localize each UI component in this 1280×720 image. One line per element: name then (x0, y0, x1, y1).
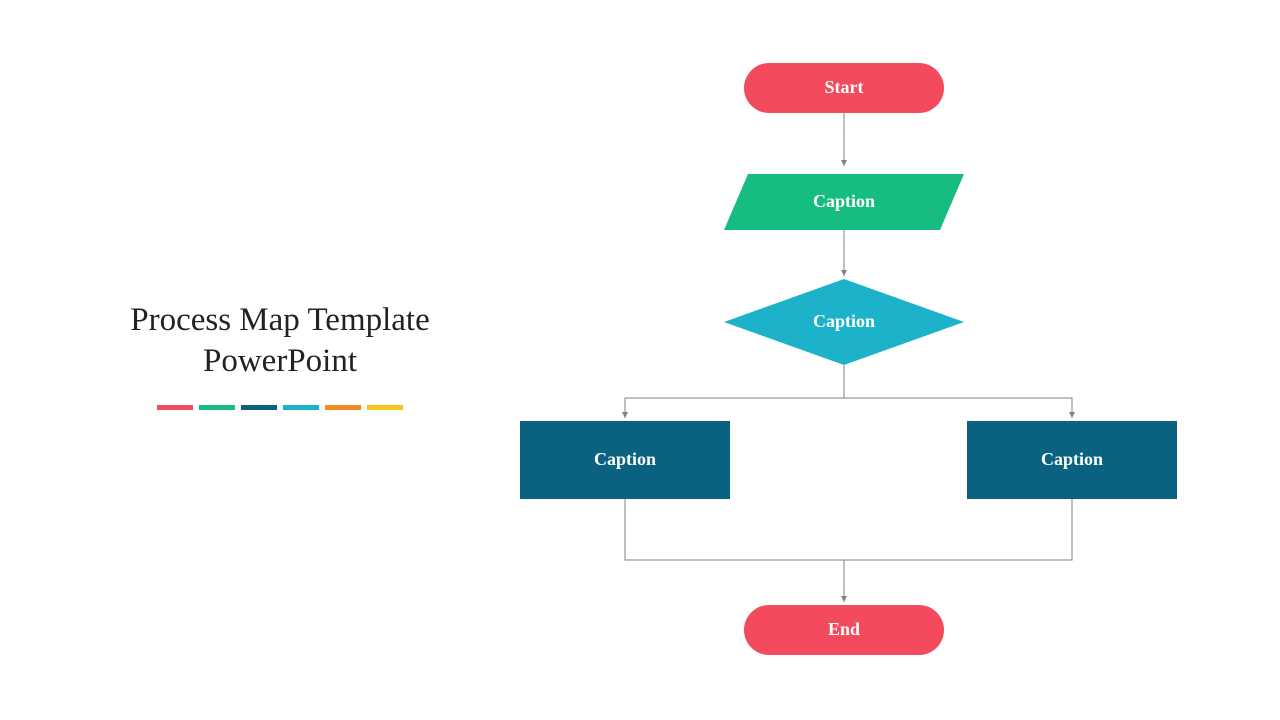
flow-node-label: Caption (813, 311, 875, 331)
flow-node-right: Caption (967, 421, 1177, 499)
flow-node-label: Caption (594, 449, 656, 469)
flow-node-proc1: Caption (724, 174, 964, 230)
flow-node-end: End (744, 605, 944, 655)
flow-node-label: End (828, 619, 860, 639)
flow-node-dec: Caption (724, 279, 964, 365)
flow-node-label: Caption (813, 191, 875, 211)
flowchart-canvas: Start Caption Caption Caption Caption End (0, 0, 1280, 720)
flow-node-label: Caption (1041, 449, 1103, 469)
flow-node-left: Caption (520, 421, 730, 499)
flow-edge (844, 398, 1072, 418)
flow-node-start: Start (744, 63, 944, 113)
flow-node-label: Start (825, 77, 864, 97)
flow-edge (625, 365, 844, 418)
flow-edge (625, 499, 1072, 560)
